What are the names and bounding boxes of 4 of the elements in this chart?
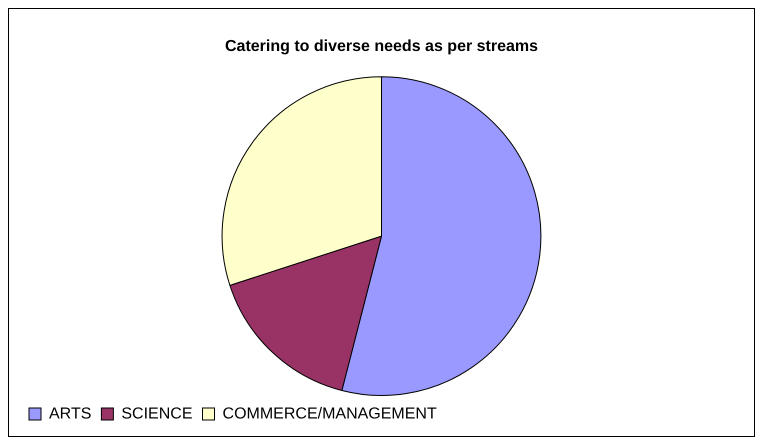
legend-label: SCIENCE <box>121 405 193 422</box>
legend-label: ARTS <box>49 405 92 422</box>
legend-label: COMMERCE/MANAGEMENT <box>222 405 437 422</box>
chart-title: Catering to diverse needs as per streams <box>224 38 538 56</box>
